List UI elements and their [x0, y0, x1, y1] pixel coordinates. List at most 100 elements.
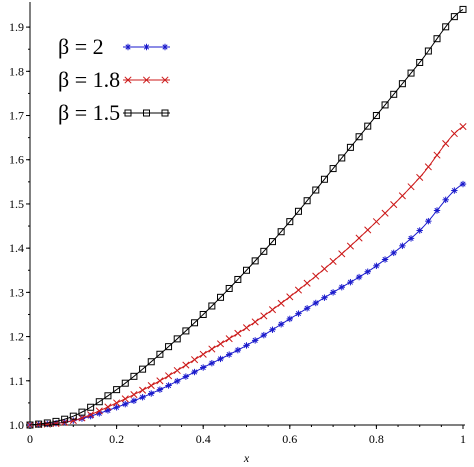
- series-1-point: [234, 346, 242, 354]
- series-2-point: [95, 407, 103, 415]
- series-1-point: [451, 187, 458, 194]
- y-tick-label: 1.8: [9, 64, 24, 78]
- series-2-point: [407, 183, 415, 191]
- legend-2-point: [124, 76, 132, 84]
- series-3-point: [173, 335, 181, 343]
- series-2-point: [329, 257, 337, 265]
- series-3-point: [208, 302, 216, 310]
- y-tick-label: 1.0: [9, 418, 24, 432]
- series-2-point: [251, 318, 259, 326]
- series-2-point: [390, 201, 398, 209]
- y-tick-label: 1.2: [9, 330, 24, 344]
- series-1-point: [303, 305, 311, 312]
- x-tick-label: 0.6: [282, 432, 297, 446]
- series-2-point: [450, 130, 458, 138]
- series-2-point: [69, 417, 77, 425]
- series-1-point: [347, 278, 354, 286]
- series-1-point: [174, 377, 181, 385]
- series-1-point: [286, 315, 293, 323]
- series-3-point: [381, 101, 389, 109]
- series-3-point: [424, 47, 432, 55]
- series-3-point: [113, 386, 121, 394]
- series-1-point: [416, 227, 423, 234]
- series-1-point: [165, 382, 172, 389]
- series-1-point: [191, 368, 198, 376]
- y-tick-label: 1.6: [9, 153, 24, 167]
- series-2-point: [294, 286, 303, 294]
- series-3-point: [156, 350, 164, 358]
- series-2-point: [372, 218, 380, 226]
- series-1-point: [390, 249, 397, 257]
- series-3-point: [268, 238, 276, 246]
- series-1-point: [364, 268, 371, 275]
- series-1-point: [433, 207, 441, 214]
- legend-3-point: [143, 109, 150, 117]
- series-3-point: [312, 186, 320, 194]
- y-tick-label: 1.3: [9, 285, 24, 299]
- legend-1-point: [161, 43, 169, 51]
- x-tick-label: 0: [27, 432, 33, 446]
- series-1-point: [312, 299, 319, 307]
- series-1-point: [277, 321, 285, 328]
- series-1-point: [442, 196, 449, 204]
- series-2-point: [130, 391, 138, 399]
- series-3-point: [165, 343, 173, 351]
- series-1-point: [269, 326, 276, 333]
- series-layer: [26, 5, 467, 429]
- series-3-point: [338, 154, 346, 162]
- series-2-point: [381, 209, 389, 217]
- series-3-point: [364, 122, 372, 130]
- series-2-point: [165, 372, 173, 380]
- series-1-point: [329, 289, 337, 296]
- series-3-point: [243, 266, 250, 274]
- series-1-point: [295, 310, 302, 317]
- series-2-point: [104, 403, 112, 411]
- series-3-point: [390, 90, 398, 98]
- series-3-point: [260, 247, 268, 255]
- series-1-point: [122, 400, 129, 408]
- series-3-point: [191, 319, 199, 327]
- plot-area: [29, 2, 465, 426]
- series-1-point: [243, 342, 250, 349]
- series-3-point: [303, 197, 311, 205]
- series-2-point: [113, 399, 121, 407]
- series-2-point: [268, 306, 277, 314]
- series-3-point: [217, 293, 225, 301]
- series-1-line: [29, 183, 464, 426]
- series-2-point: [277, 299, 285, 307]
- series-2-point: [286, 293, 294, 301]
- series-1-point: [200, 364, 207, 371]
- series-2-point: [147, 382, 155, 390]
- series-2-point: [338, 250, 346, 258]
- series-3-point: [459, 5, 467, 13]
- series-3-point: [277, 228, 285, 236]
- series-2-point: [173, 366, 181, 375]
- series-2-point: [346, 242, 354, 250]
- legend: β = 2 β = 1.8 β = 1.5: [58, 34, 170, 125]
- series-2-point: [433, 151, 441, 159]
- series-3-point: [442, 23, 450, 31]
- series-1-point: [208, 359, 216, 367]
- legend-label: β = 1.5: [58, 100, 120, 125]
- x-tick-label: 0.2: [109, 432, 124, 446]
- series-2: [26, 123, 467, 429]
- legend-3-point: [124, 109, 132, 117]
- series-1-point: [104, 407, 112, 414]
- series-1: [26, 180, 467, 429]
- series-2-point: [320, 265, 328, 273]
- series-2-point: [182, 361, 190, 369]
- series-2-point: [303, 279, 311, 287]
- series-2-line: [29, 126, 464, 426]
- series-1-point: [182, 373, 190, 380]
- series-2-point: [87, 411, 95, 419]
- series-3-point: [372, 112, 380, 120]
- series-3-point: [35, 420, 43, 428]
- series-3-point: [69, 412, 77, 420]
- series-3-point: [416, 58, 424, 66]
- series-2-point: [416, 173, 424, 181]
- series-3-point: [398, 80, 406, 88]
- series-2-point: [260, 312, 268, 320]
- legend-2-point: [142, 76, 151, 84]
- series-1-point: [459, 180, 467, 188]
- series-3-point: [329, 165, 337, 173]
